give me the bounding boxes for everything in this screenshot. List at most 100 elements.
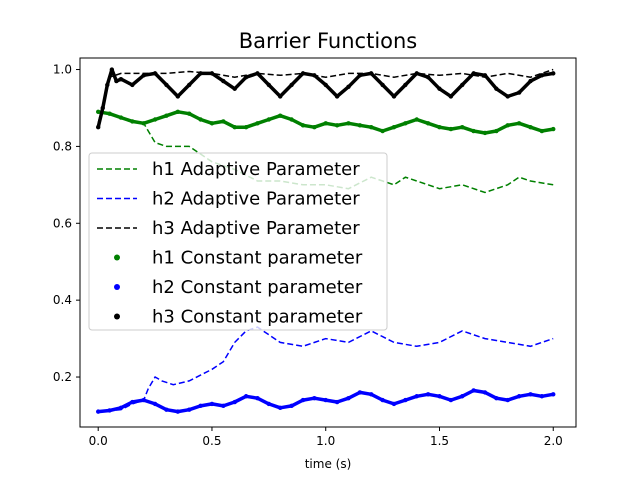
data-point: [369, 392, 374, 397]
data-point: [118, 76, 124, 82]
data-point: [448, 94, 454, 99]
data-point: [175, 94, 181, 99]
data-point: [209, 121, 215, 126]
data-point: [152, 401, 158, 407]
data-point: [425, 121, 431, 126]
data-point: [414, 117, 419, 122]
data-point: [118, 405, 124, 410]
data-point: [187, 407, 192, 412]
data-point: [505, 123, 510, 128]
legend-label: h2 Adaptive Parameter: [152, 189, 360, 210]
data-point: [198, 71, 203, 76]
data-point: [232, 124, 237, 130]
data-point: [471, 71, 476, 76]
data-point: [380, 128, 385, 134]
data-point: [164, 407, 169, 412]
data-point: [100, 105, 105, 111]
series-4: [96, 109, 556, 136]
data-point: [505, 397, 510, 403]
data-point: [289, 82, 294, 88]
y-tick-label: 0.2: [53, 370, 72, 384]
data-point: [494, 86, 499, 91]
plot-frame: [79, 57, 577, 428]
x-tick-label: 1.5: [430, 434, 449, 448]
data-point: [346, 121, 351, 126]
data-point: [130, 399, 135, 405]
data-point: [346, 395, 351, 401]
data-point: [232, 399, 237, 405]
data-point: [289, 403, 294, 409]
data-point: [482, 73, 488, 78]
legend-entry: h1 Constant parameter: [114, 248, 363, 269]
legend-label: h3 Adaptive Parameter: [152, 218, 360, 239]
data-point: [232, 86, 237, 91]
data-point: [482, 130, 488, 136]
series-5: [96, 388, 556, 414]
data-point: [414, 71, 419, 76]
x-tick-label: 1.0: [316, 434, 335, 448]
data-point: [437, 124, 442, 130]
data-point: [152, 117, 158, 122]
data-point: [403, 121, 408, 126]
data-point: [312, 73, 317, 78]
data-point: [209, 71, 215, 76]
legend-dot-swatch: [114, 313, 120, 320]
data-point: [198, 117, 203, 122]
data-layer: [96, 67, 556, 414]
y-tick-label: 0.4: [53, 293, 72, 307]
data-point: [528, 78, 533, 84]
legend: h1 Adaptive Parameter h2 Adaptive Paramet…: [88, 152, 388, 331]
legend-entry: h1 Adaptive Parameter: [97, 159, 360, 180]
data-point: [300, 397, 306, 403]
x-axis-title: time (s): [305, 457, 352, 471]
data-point: [255, 121, 260, 126]
data-point: [312, 124, 317, 130]
data-point: [425, 75, 431, 80]
data-point: [369, 124, 374, 130]
data-point: [187, 111, 192, 116]
data-point: [437, 86, 442, 91]
data-point: [357, 73, 363, 78]
data-point: [96, 109, 101, 115]
chart-title: Barrier Functions: [239, 29, 418, 53]
data-point: [551, 392, 556, 397]
data-point: [391, 94, 397, 99]
data-point: [175, 109, 181, 115]
legend-box: [88, 152, 388, 331]
data-point: [323, 397, 328, 403]
data-point: [198, 403, 203, 409]
data-point: [255, 71, 260, 76]
data-point: [164, 113, 169, 118]
legend-entries: h1 Adaptive Parameter h2 Adaptive Paramet…: [97, 159, 363, 328]
data-point: [255, 395, 260, 401]
series-6: [96, 67, 556, 130]
legend-dot-swatch: [114, 254, 120, 261]
data-point: [448, 126, 454, 132]
data-point: [118, 115, 124, 120]
data-point: [243, 75, 249, 80]
data-point: [471, 388, 476, 393]
data-point: [96, 409, 101, 414]
data-point: [266, 82, 272, 88]
data-point: [107, 111, 112, 116]
data-point: [380, 397, 385, 403]
data-point: [289, 117, 294, 122]
data-point: [278, 405, 283, 410]
data-point: [539, 73, 545, 78]
data-point: [334, 94, 340, 99]
data-point: [278, 94, 283, 99]
x-tick-label: 0.5: [202, 434, 221, 448]
legend-label: h3 Constant parameter: [152, 307, 363, 328]
data-point: [300, 71, 306, 76]
legend-entry: h3 Adaptive Parameter: [97, 218, 360, 239]
data-point: [221, 119, 226, 124]
data-point: [539, 128, 545, 134]
data-point: [312, 395, 317, 401]
data-point: [369, 71, 374, 76]
data-point: [152, 71, 158, 76]
data-point: [141, 397, 146, 403]
data-point: [391, 401, 397, 407]
data-point: [528, 124, 533, 130]
